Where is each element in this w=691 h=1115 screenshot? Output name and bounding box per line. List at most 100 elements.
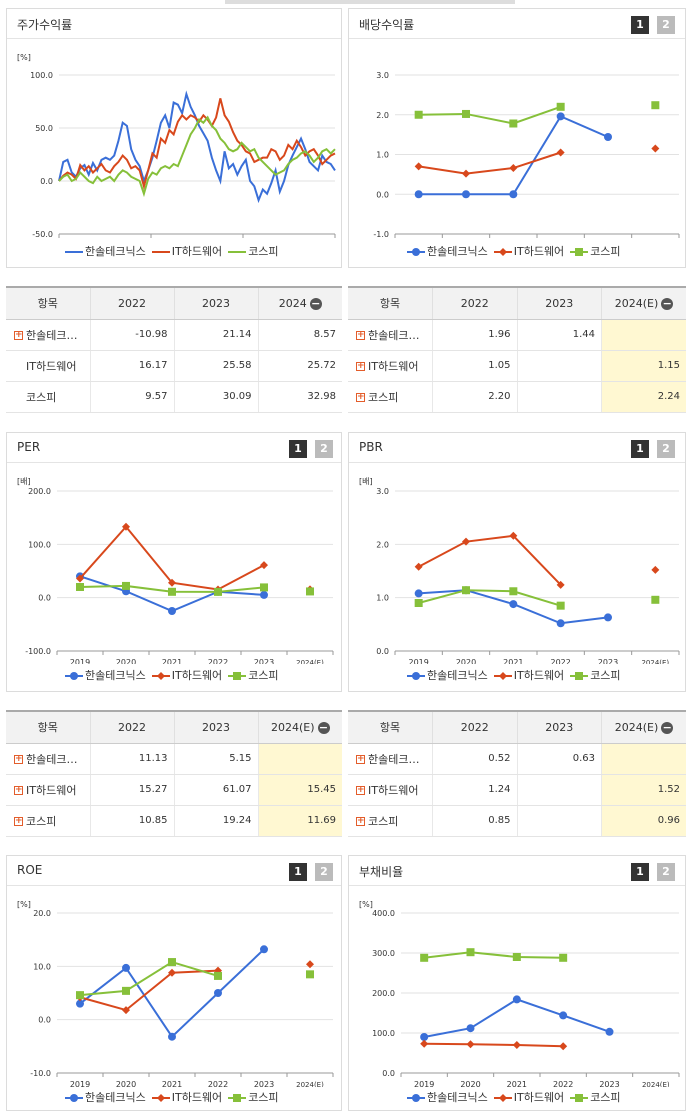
roe-panel: ROE 1 2 [%] 20.0 10.0 0.0 -10.0 2019 2020 2021 2… [6, 855, 342, 1111]
legend-item: 한솔테크닉스 [65, 1089, 146, 1105]
data-point [466, 948, 475, 957]
column-header: 2022 [432, 712, 517, 744]
data-point [306, 587, 314, 596]
data-point [214, 971, 222, 980]
page-1-button[interactable]: 1 [631, 863, 649, 881]
expand-icon[interactable]: + [14, 816, 23, 826]
data-point [168, 958, 176, 967]
row-label: IT하드웨어 [6, 350, 90, 382]
per-chart: [배]200.0 100.0 0.0 -100.0 2019 2020 2021 2022 20… [17, 477, 334, 664]
legend-marker [156, 672, 165, 680]
expand-icon[interactable]: + [356, 361, 365, 371]
collapse-icon[interactable]: − [661, 720, 674, 734]
table-cell: 25.72 [257, 350, 342, 382]
column-header: 2023 [173, 712, 258, 744]
row-label: + 한솔테크… [348, 319, 433, 351]
x-tick-label: 2021 [503, 658, 523, 664]
y-tick-label: 100.0 [28, 540, 51, 549]
legend-item: 한솔테크닉스 [65, 667, 146, 683]
data-point [260, 945, 268, 954]
legend-marker [233, 1094, 242, 1102]
page-2-button[interactable]: 2 [657, 863, 675, 881]
table-cell: 30.09 [173, 381, 258, 413]
data-point [122, 1006, 130, 1015]
page-1-button[interactable]: 1 [289, 440, 307, 458]
data-point [306, 960, 314, 969]
legend-item: IT하드웨어 [151, 245, 223, 258]
legend-marker [575, 1094, 584, 1102]
expand-icon[interactable]: + [356, 392, 365, 402]
page-2-button[interactable]: 2 [315, 863, 333, 881]
x-tick-label: 2022 [550, 658, 570, 664]
row-label: + IT하드웨어 [348, 774, 433, 806]
x-tick-label: 2020/08/31 [129, 239, 172, 240]
y-tick-label: 10.0 [33, 962, 51, 971]
page-2-button[interactable]: 2 [657, 440, 675, 458]
collapse-icon[interactable]: − [317, 720, 330, 734]
legend-item: 한솔테크닉스 [407, 667, 488, 683]
legend-marker [412, 1094, 420, 1102]
x-tick-label: 2020 [456, 658, 476, 664]
x-tick-label: 2024(E) [296, 659, 324, 664]
table-cell: 1.05 [432, 350, 517, 382]
legend-item: IT하드웨어 [151, 667, 222, 683]
page-1-button[interactable]: 1 [631, 440, 649, 458]
legend-marker [498, 672, 507, 680]
y-tick-label: 300.0 [372, 949, 395, 958]
table-cell [601, 319, 686, 351]
row-label: + 코스피 [6, 805, 90, 837]
table-row: + 한솔테크… -10.98 21.14 8.57 [6, 319, 342, 351]
data-point [466, 1024, 475, 1033]
data-point [214, 989, 222, 997]
expand-icon[interactable]: + [14, 330, 23, 340]
x-tick-label: 2020 [460, 1080, 480, 1087]
x-tick-label: 2019 [414, 1080, 434, 1087]
data-point [605, 1027, 614, 1036]
page-2-button[interactable]: 2 [315, 440, 333, 458]
page-1-button[interactable]: 1 [289, 863, 307, 881]
expand-icon[interactable]: + [14, 754, 23, 764]
table-cell [257, 743, 342, 775]
panel-title: 부채비율 [359, 865, 404, 879]
row-label: + 한솔테크… [6, 319, 90, 351]
data-point [509, 119, 518, 128]
panel-title: PBR [359, 440, 383, 454]
table-cell: 0.52 [432, 743, 517, 775]
axis-unit: [배] [17, 477, 31, 486]
axis-unit: [배] [359, 477, 373, 486]
collapse-icon[interactable]: − [661, 296, 674, 310]
data-point [306, 970, 314, 979]
page-2-button[interactable]: 2 [657, 16, 675, 34]
legend-marker [156, 1094, 165, 1102]
page-1-button[interactable]: 1 [631, 16, 649, 34]
expand-icon[interactable]: + [356, 785, 365, 795]
legend-item: 한솔테크닉스 [407, 243, 488, 259]
data-point [420, 1039, 429, 1048]
data-point [512, 995, 521, 1004]
series-line [79, 969, 219, 1012]
table-cell [516, 774, 602, 806]
y-tick-label: 3.0 [376, 487, 389, 496]
table-cell: 16.17 [89, 350, 174, 382]
stock-return-chart: [%] 100.0 50.0 0.0 -50.02018/12/28 2020/08/31… [17, 53, 341, 240]
x-tick-label: 2024(E) [296, 1081, 324, 1087]
x-tick-label: 2023/12/28 [313, 239, 341, 240]
legend-item: 코스피 [228, 667, 279, 683]
table-row: + 코스피 2.20 2.24 [348, 381, 686, 413]
column-header: 항목 [348, 712, 433, 744]
table-cell: 61.07 [173, 774, 258, 806]
collapse-icon[interactable]: − [309, 296, 322, 310]
x-tick-label: 2020 [116, 658, 136, 664]
table-cell: 1.24 [432, 774, 517, 806]
series-line [79, 960, 219, 997]
series-line [418, 105, 561, 125]
y-tick-label: 400.0 [372, 909, 395, 918]
expand-icon[interactable]: + [356, 754, 365, 764]
dividend-yield-table: 항목 2022 2023 2024(E) − + 한솔테크… 1.96 1.44 + IT하드웨어 1… [348, 286, 686, 413]
expand-icon[interactable]: + [356, 330, 365, 340]
data-point [168, 968, 176, 977]
axis-unit: [%] [17, 900, 31, 909]
expand-icon[interactable]: + [14, 785, 23, 795]
expand-icon[interactable]: + [356, 816, 365, 826]
table-row: IT하드웨어 16.17 25.58 25.72 [6, 350, 342, 382]
